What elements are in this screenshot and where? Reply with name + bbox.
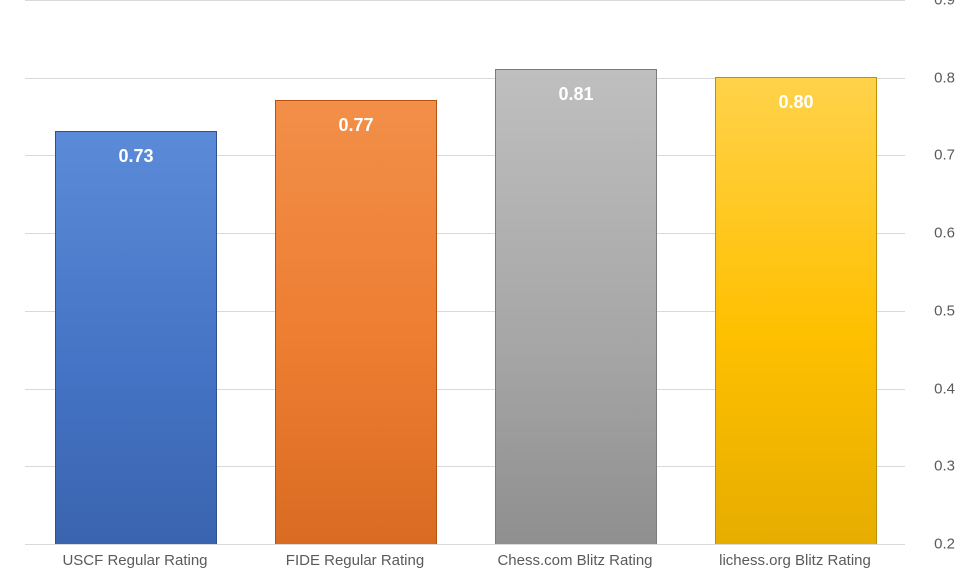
bar-value-label: 0.80 — [716, 92, 877, 113]
x-tick-label: lichess.org Blitz Rating — [719, 552, 871, 569]
bar: 0.81 — [495, 69, 658, 544]
gridline — [25, 544, 905, 545]
y-tick-label: 0.5 — [934, 302, 955, 319]
bar-value-label: 0.81 — [496, 84, 657, 105]
bar-chart: 0.73 0.77 0.81 0.80 0.2 0.3 0.4 0.5 0.6 0.7 0.8 0.… — [0, 0, 975, 581]
bar: 0.73 — [55, 131, 218, 544]
gridline — [25, 0, 905, 1]
y-tick-label: 0.9 — [934, 0, 955, 9]
y-tick-label: 0.3 — [934, 458, 955, 475]
bar: 0.77 — [275, 100, 438, 544]
y-tick-label: 0.6 — [934, 225, 955, 242]
x-tick-label: Chess.com Blitz Rating — [497, 552, 652, 569]
x-tick-label: USCF Regular Rating — [62, 552, 207, 569]
bar-value-label: 0.73 — [56, 146, 217, 167]
bar-value-label: 0.77 — [276, 115, 437, 136]
plot-area: 0.73 0.77 0.81 0.80 — [25, 0, 905, 544]
y-tick-label: 0.7 — [934, 147, 955, 164]
y-tick-label: 0.8 — [934, 69, 955, 86]
x-tick-label: FIDE Regular Rating — [286, 552, 424, 569]
bar: 0.80 — [715, 77, 878, 544]
y-tick-label: 0.4 — [934, 380, 955, 397]
y-tick-label: 0.2 — [934, 536, 955, 553]
